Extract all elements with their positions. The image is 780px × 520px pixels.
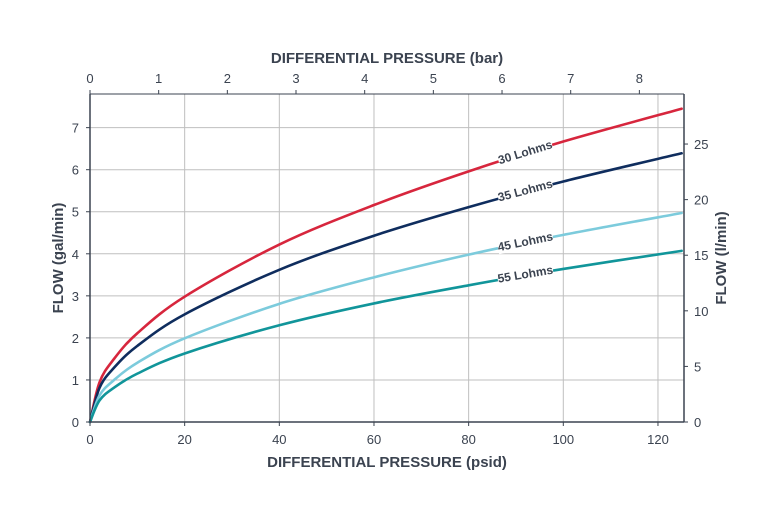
curve-label-group: 55 Lohms [496, 260, 555, 286]
series-line-55-lohms [88, 249, 683, 424]
x2-tick-label: 0 [86, 71, 93, 86]
y2-tick-label: 0 [694, 415, 701, 430]
x-tick-label: 100 [552, 432, 574, 447]
y2-tick-label: 20 [694, 193, 708, 208]
curve-label-group: 45 Lohms [495, 227, 555, 255]
x2-tick-label: 5 [430, 71, 437, 86]
series-line-35-lohms [88, 151, 683, 424]
x-tick-label: 60 [367, 432, 381, 447]
y-tick-label: 6 [72, 163, 79, 178]
x-tick-label: 0 [86, 432, 93, 447]
y2-tick-label: 25 [694, 137, 708, 152]
curve-label-group: 30 Lohms [495, 135, 554, 168]
x-tick-label: 120 [647, 432, 669, 447]
plot-frame [86, 90, 688, 426]
y2-tick-label: 15 [694, 248, 708, 263]
curve-label-bg [495, 227, 555, 255]
x-tick-label: 40 [272, 432, 286, 447]
y-tick-label: 1 [72, 373, 79, 388]
y-tick-label: 0 [72, 415, 79, 430]
y-tick-label: 2 [72, 331, 79, 346]
curve-label: 35 Lohms [496, 176, 554, 204]
curve-label-bg [495, 174, 555, 205]
x2-tick-label: 6 [498, 71, 505, 86]
x-tick-label: 80 [461, 432, 475, 447]
x2-tick-label: 3 [292, 71, 299, 86]
y-tick-label: 3 [72, 289, 79, 304]
y2-axis-title: FLOW (l/min) [713, 211, 730, 304]
curve-label-bg [495, 135, 554, 168]
x2-tick-label: 7 [567, 71, 574, 86]
y-tick-label: 7 [72, 121, 79, 136]
curve-label-group: 35 Lohms [495, 174, 555, 205]
x-axis-title: DIFFERENTIAL PRESSURE (psid) [267, 454, 507, 471]
y2-tick-label: 10 [694, 304, 708, 319]
x2-tick-label: 4 [361, 71, 368, 86]
curve-label-bg [496, 260, 555, 286]
x2-tick-label: 1 [155, 71, 162, 86]
curve-label: 30 Lohms [496, 137, 554, 167]
curves: 30 Lohms 35 Lohms 45 Lohms 55 Lohms [88, 107, 683, 424]
x-tick-label: 20 [177, 432, 191, 447]
y-tick-label: 4 [72, 247, 79, 262]
x2-axis-title: DIFFERENTIAL PRESSURE (bar) [271, 50, 503, 67]
y-axis-title: FLOW (gal/min) [50, 203, 67, 314]
x2-tick-label: 2 [224, 71, 231, 86]
x2-tick-label: 8 [636, 71, 643, 86]
y2-tick-label: 5 [694, 359, 701, 374]
y-tick-label: 5 [72, 205, 79, 220]
grid [90, 94, 684, 422]
